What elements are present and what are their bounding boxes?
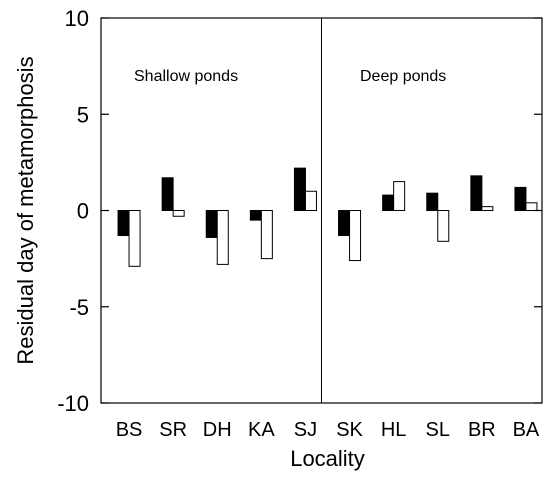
bar-sj-series-1 bbox=[293, 167, 306, 211]
bar-hl-series-2 bbox=[393, 181, 406, 211]
bars-layer bbox=[117, 167, 538, 267]
x-axis-label: Locality bbox=[290, 446, 365, 471]
y-axis-label: Residual day of metamorphosis bbox=[13, 56, 38, 364]
x-tick-label: BA bbox=[513, 419, 540, 441]
y-tick-label: -5 bbox=[69, 295, 89, 320]
bar-hl-series-1 bbox=[382, 194, 395, 212]
x-tick-label: SK bbox=[336, 419, 363, 441]
bar-sr-series-2 bbox=[172, 210, 185, 217]
x-tick-label: DH bbox=[203, 419, 232, 441]
y-tick-label: 10 bbox=[65, 6, 89, 31]
bar-ba-series-1 bbox=[514, 186, 527, 211]
bar-sk-series-2 bbox=[349, 210, 362, 262]
x-axis: BS SR DH KA SJ SK HL SL BR BA bbox=[116, 419, 540, 441]
y-tick-label: -10 bbox=[57, 391, 89, 416]
y-tick-label: 5 bbox=[77, 102, 89, 127]
x-tick-label: SJ bbox=[294, 419, 317, 441]
bar-bs-series-2 bbox=[128, 210, 141, 267]
bar-br-series-2 bbox=[481, 206, 494, 211]
group-label-shallow: Shallow ponds bbox=[134, 68, 238, 85]
bar-ka-series-2 bbox=[260, 210, 273, 260]
bar-sj-series-2 bbox=[304, 190, 317, 211]
y-axis: 10 5 0 -5 -10 bbox=[57, 6, 542, 416]
x-tick-label: HL bbox=[381, 419, 407, 441]
x-tick-label: SL bbox=[426, 419, 450, 441]
x-tick-label: BR bbox=[468, 419, 496, 441]
group-label-deep: Deep ponds bbox=[360, 68, 446, 85]
bar-br-series-1 bbox=[470, 175, 483, 212]
bar-sk-series-1 bbox=[338, 210, 351, 237]
bar-sl-series-1 bbox=[426, 192, 439, 212]
bar-sl-series-2 bbox=[437, 210, 450, 242]
bar-ka-series-1 bbox=[249, 210, 262, 221]
bar-bs-series-1 bbox=[117, 210, 130, 237]
x-tick-label: BS bbox=[116, 419, 143, 441]
bar-dh-series-1 bbox=[205, 210, 218, 238]
bar-dh-series-2 bbox=[216, 210, 229, 265]
bar-sr-series-1 bbox=[161, 177, 174, 211]
bar-ba-series-2 bbox=[525, 202, 538, 212]
x-tick-label: SR bbox=[159, 419, 187, 441]
y-tick-label: 0 bbox=[77, 199, 89, 224]
x-tick-label: KA bbox=[248, 419, 275, 441]
